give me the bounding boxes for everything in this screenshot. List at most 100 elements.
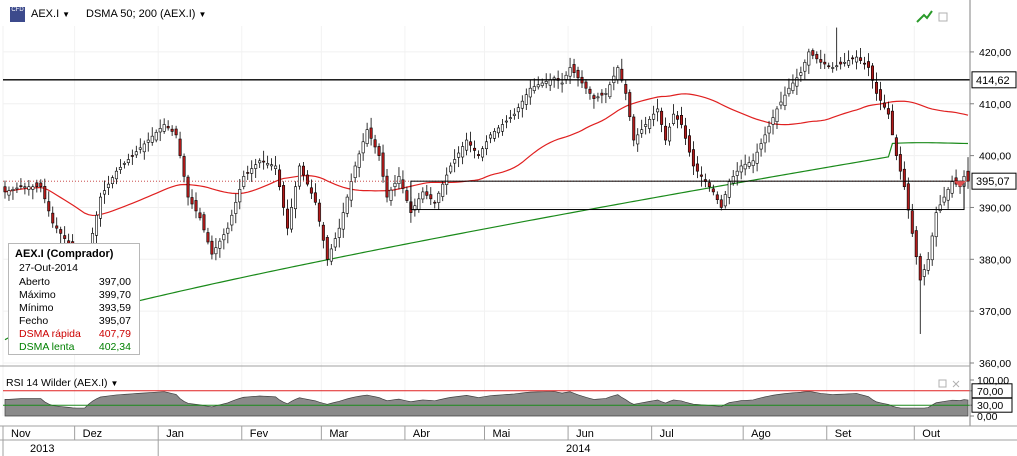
- slow-ma-line: [4, 142, 969, 341]
- candle-body: [831, 67, 835, 69]
- candle-bar: [656, 98, 660, 122]
- candle-body: [222, 234, 226, 241]
- candle-bar: [859, 47, 863, 65]
- row-label: Fecho: [19, 315, 49, 327]
- candle-body: [723, 194, 727, 207]
- candle-body: [496, 127, 500, 134]
- row-close: Fecho 395,07: [19, 315, 131, 328]
- candle-body: [735, 170, 739, 176]
- candle-bar: [775, 106, 779, 130]
- candle-body: [254, 164, 258, 169]
- indicator-label: DSMA 50; 200 (AEX.I): [86, 8, 196, 20]
- candle-body: [576, 69, 580, 79]
- candle-body: [166, 126, 170, 129]
- candle-body: [950, 181, 954, 194]
- candle-bar: [270, 158, 274, 171]
- candle-bar: [679, 106, 683, 129]
- trend-icon: [916, 10, 933, 23]
- candle-body: [707, 182, 711, 188]
- candle-bar: [672, 104, 676, 126]
- candle-bar: [429, 187, 433, 205]
- candle-bar: [576, 66, 580, 87]
- candle-body: [365, 129, 369, 144]
- candle-bar: [624, 80, 628, 101]
- candle-body: [417, 198, 421, 210]
- candle-bar: [198, 207, 202, 221]
- candle-body: [827, 65, 831, 68]
- candle-bar: [644, 116, 648, 135]
- candle-bar: [278, 164, 282, 191]
- candle-body: [588, 88, 592, 94]
- candle-body: [779, 101, 783, 106]
- candle-body: [206, 232, 210, 243]
- candle-body: [377, 146, 381, 156]
- candle-body: [353, 165, 357, 178]
- candle-body: [524, 94, 528, 105]
- candle-body: [560, 82, 564, 85]
- candle-body: [544, 81, 548, 84]
- candle-body: [922, 269, 926, 277]
- rsi-selector[interactable]: RSI 14 Wilder (AEX.I) ▼: [6, 377, 118, 389]
- candle-bar: [222, 228, 226, 250]
- candle-bar: [906, 177, 910, 219]
- candle-bar: [437, 191, 441, 210]
- candle-bar: [835, 27, 839, 71]
- candle-bar: [596, 92, 600, 102]
- candle-bar: [126, 153, 130, 166]
- rsi-maximize-icon: [938, 379, 947, 388]
- row-high: Máximo 399,70: [19, 289, 131, 302]
- candle-body: [234, 201, 238, 214]
- symbol-selector[interactable]: AEX.I ▼: [31, 8, 70, 20]
- candle-body: [898, 154, 902, 172]
- candle-bar: [783, 86, 787, 111]
- candle-body: [727, 181, 731, 198]
- candle-body: [309, 187, 313, 194]
- candle-bar: [930, 232, 934, 266]
- candle-body: [902, 168, 906, 188]
- candle-body: [859, 57, 863, 61]
- candle-bar: [664, 117, 668, 145]
- candle-body: [393, 182, 397, 187]
- month-label: Ago: [751, 428, 771, 440]
- candle-body: [652, 113, 656, 120]
- candle-body: [325, 237, 329, 260]
- candle-body: [564, 74, 568, 80]
- candle-body: [170, 128, 174, 132]
- row-value: 407,79: [98, 328, 131, 340]
- candle-body: [644, 124, 648, 127]
- candle-body: [477, 154, 481, 156]
- candle-body: [938, 204, 942, 212]
- candle-body: [942, 196, 946, 203]
- candle-body: [771, 117, 775, 125]
- candle-body: [878, 89, 882, 101]
- candle-bar: [803, 59, 807, 80]
- candle-bar: [500, 119, 504, 136]
- maximize-icon: [938, 12, 948, 22]
- candle-body: [616, 67, 620, 81]
- candle-body: [266, 163, 270, 166]
- candle-bar: [290, 198, 294, 233]
- candle-bar: [481, 146, 485, 162]
- indicator-selector[interactable]: DSMA 50; 200 (AEX.I) ▼: [86, 8, 206, 20]
- cfd-logo-icon: CFD: [10, 7, 25, 22]
- candle-body: [449, 165, 453, 173]
- candle-bar: [711, 184, 715, 196]
- candle-bar: [293, 181, 297, 219]
- candle-bar: [847, 50, 851, 68]
- candle-bar: [190, 189, 194, 209]
- candle-body: [126, 159, 130, 163]
- candle-body: [39, 182, 43, 188]
- candle-bar: [831, 62, 835, 73]
- candle-bar: [898, 146, 902, 180]
- candle-body: [106, 183, 110, 188]
- candle-body: [926, 259, 930, 271]
- candle-body: [660, 110, 664, 125]
- candle-bar: [779, 91, 783, 110]
- candle-body: [500, 124, 504, 132]
- candle-body: [274, 165, 278, 169]
- candle-bar: [660, 107, 664, 133]
- candle-bar: [250, 160, 254, 182]
- candle-body: [421, 191, 425, 200]
- candle-bar: [938, 195, 942, 214]
